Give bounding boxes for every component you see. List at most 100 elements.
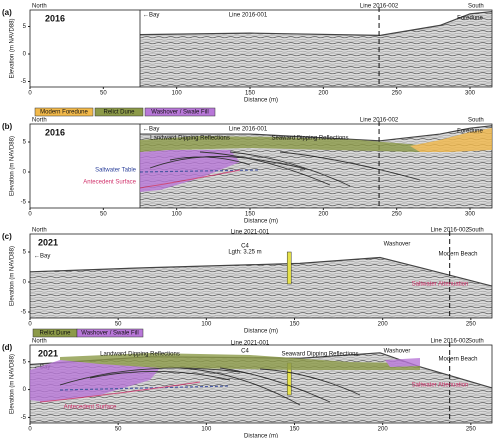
x-tick-label: 0 <box>28 427 32 433</box>
overlay-d <box>30 353 420 406</box>
surface <box>139 10 493 37</box>
x-tick-label: 100 <box>201 427 212 433</box>
air <box>30 234 492 287</box>
north: North <box>32 4 47 10</box>
y-tick-label: 5 <box>23 140 27 146</box>
legend-swatch <box>144 107 216 117</box>
x-tick-label: 0 <box>28 212 32 218</box>
y-axis-label: Elevation (m NAVD88) <box>10 136 16 196</box>
year: 2016 <box>45 13 65 23</box>
core <box>286 251 292 285</box>
line-label: Line 2016-001 <box>229 127 268 133</box>
y-axis-label: Elevation (m NAVD88) <box>10 19 16 79</box>
y-tick-label: -5 <box>21 310 27 316</box>
south: South <box>468 339 484 345</box>
panel-label: (b) <box>2 122 13 131</box>
y-tick-label: -5 <box>21 415 27 421</box>
legend-label: Relict Dune <box>103 110 135 116</box>
cross-line-label: Line 2016-002 <box>430 228 469 234</box>
line-label: Line 2016-001 <box>229 13 268 19</box>
frame <box>29 123 493 209</box>
year: 2021 <box>38 348 58 358</box>
surface <box>140 125 493 142</box>
legend-swatch <box>76 328 144 338</box>
y-tick-label: 0 <box>23 387 27 393</box>
annotation: Washover <box>384 349 411 355</box>
x-tick-label: 100 <box>172 91 183 97</box>
x-tick-label: 0 <box>28 91 32 97</box>
x-tick-label: 150 <box>289 427 300 433</box>
annotation: Foredune <box>457 129 483 135</box>
panel-label: (a) <box>2 8 12 17</box>
annotation: Washover <box>384 242 411 248</box>
bay: ←Bay <box>143 127 159 133</box>
x-tick-label: 150 <box>289 322 300 328</box>
x-tick-label: 250 <box>466 322 477 328</box>
x-tick-label: 50 <box>100 91 107 97</box>
y-tick-label: 5 <box>23 24 27 30</box>
x-axis-label: Distance (m) <box>244 219 278 225</box>
annotation: Landward Dipping Reflections <box>150 136 230 142</box>
x-tick-label: 50 <box>115 322 122 328</box>
annotation: Modern Beach <box>438 252 477 258</box>
legend-label: Washover / Swale Fill <box>151 110 208 116</box>
y-tick-label: 5 <box>23 359 27 365</box>
north: North <box>32 228 47 234</box>
x-tick-label: 150 <box>245 212 256 218</box>
legend-label: Modern Foredune <box>40 110 88 116</box>
frame <box>29 9 493 88</box>
x-axis-label: Distance (m) <box>244 98 278 104</box>
north: North <box>32 118 47 124</box>
annotation: Foredune <box>457 16 483 22</box>
x-axis-label: Distance (m) <box>244 329 278 335</box>
year: 2016 <box>45 127 65 137</box>
bay: ←Bay <box>34 254 50 260</box>
x-tick-label: 300 <box>465 91 476 97</box>
y-axis-label: Elevation (m NAVD88) <box>10 246 16 306</box>
air <box>140 124 492 141</box>
panel-label: (c) <box>2 232 12 241</box>
annotation: Lgth: 3.25 m <box>228 250 261 256</box>
line-label: Line 2021-001 <box>231 341 270 347</box>
surface <box>29 256 493 287</box>
annotation: Saltwater Table <box>95 168 137 174</box>
annotation: Seaward Dipping Reflections <box>281 352 358 358</box>
x-tick-label: 250 <box>466 427 477 433</box>
x-tick-label: 250 <box>392 91 403 97</box>
x-axis-label: Distance (m) <box>244 434 278 438</box>
air <box>140 10 492 36</box>
y-tick-label: 5 <box>23 250 27 256</box>
bay: ←Bay <box>143 13 159 19</box>
line-label: Line 2021-001 <box>231 230 270 236</box>
cross-line-label: Line 2016-002 <box>360 4 399 10</box>
annotation: Saltwater Attenuation <box>412 282 469 288</box>
x-tick-label: 150 <box>245 91 256 97</box>
y-tick-label: -5 <box>21 79 27 85</box>
cross-line-label: Line 2016-002 <box>430 339 469 345</box>
overlay-b <box>139 128 492 192</box>
legend-label: Washover / Swale Fill <box>81 331 138 337</box>
frame <box>29 233 493 319</box>
south: South <box>468 4 484 10</box>
x-tick-label: 200 <box>378 322 389 328</box>
legend-swatch <box>34 107 94 117</box>
year: 2021 <box>38 237 58 247</box>
x-tick-label: 250 <box>392 212 403 218</box>
south: South <box>468 118 484 124</box>
x-tick-label: 200 <box>378 427 389 433</box>
annotation: Saltwater Attenuation <box>412 383 469 389</box>
y-tick-label: 0 <box>23 52 27 58</box>
y-tick-label: 0 <box>23 170 27 176</box>
x-tick-label: 200 <box>318 91 329 97</box>
y-tick-label: 0 <box>23 280 27 286</box>
panel-label: (d) <box>2 343 13 352</box>
annotation: Modern Beach <box>438 357 477 363</box>
annotation: C4 <box>241 244 249 250</box>
x-tick-label: 200 <box>318 212 329 218</box>
y-axis-label: Elevation (m NAVD88) <box>10 354 16 414</box>
